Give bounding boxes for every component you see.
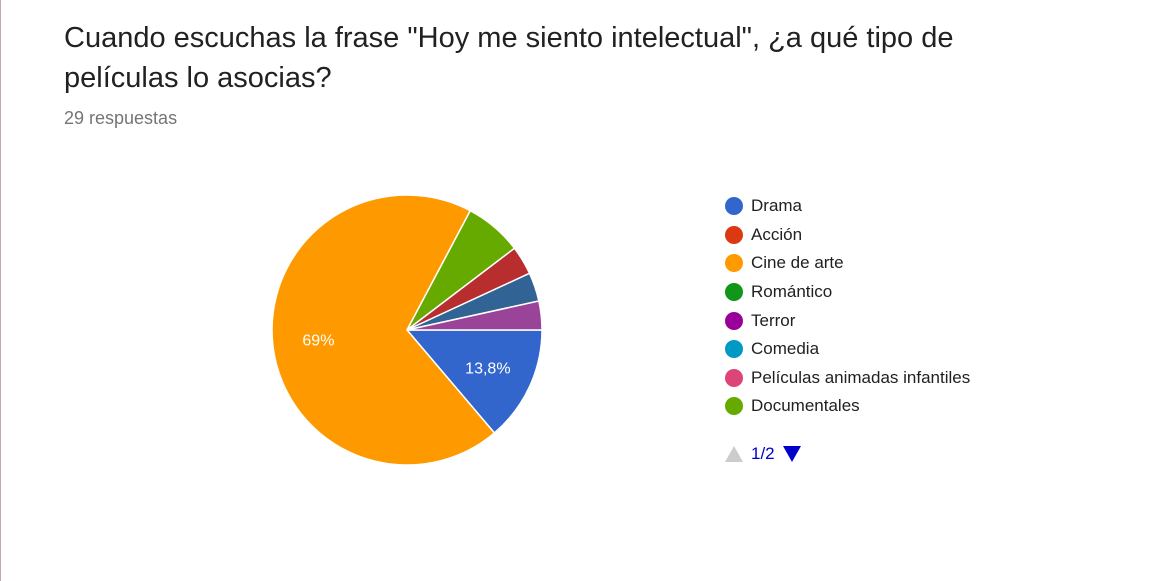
legend-label-drama: Drama (751, 196, 803, 216)
legend-swatch-comedia (725, 340, 743, 359)
previous-page-arrow-icon (725, 446, 743, 462)
next-page-arrow-icon[interactable] (782, 446, 801, 462)
pie-data-label: 13,8% (465, 360, 510, 377)
legend-swatch-documentales (725, 397, 743, 416)
legend-swatch-peliculas-animadas (725, 368, 743, 387)
legend-item-cine-de-arte[interactable]: Cine de arte (725, 249, 970, 278)
pie-data-label: 69% (302, 333, 334, 350)
legend: Drama Acción Cine de arte Romántico Terr… (725, 192, 970, 421)
legend-swatch-accion (725, 225, 743, 244)
response-count: 29 respuestas (64, 108, 178, 128)
pie-labels: 13,8% 69% (302, 333, 510, 378)
legend-label-terror: Terror (751, 310, 796, 330)
legend-item-comedia[interactable]: Comedia (725, 335, 970, 364)
legend-item-peliculas-animadas[interactable]: Películas animadas infantiles (725, 364, 970, 393)
legend-item-documentales[interactable]: Documentales (725, 392, 970, 421)
legend-item-terror[interactable]: Terror (725, 306, 970, 335)
legend-label-cine-de-arte: Cine de arte (751, 253, 844, 273)
legend-swatch-romantico (725, 283, 743, 302)
legend-item-romantico[interactable]: Romántico (725, 278, 970, 307)
legend-swatch-terror (725, 311, 743, 330)
legend-label-peliculas-animadas: Películas animadas infantiles (751, 367, 971, 387)
pie-slice-slice-5[interactable] (406, 300, 543, 331)
legend-label-comedia: Comedia (751, 339, 820, 359)
legend-item-accion[interactable]: Acción (725, 221, 970, 250)
legend-pager: 1/2 (725, 444, 801, 464)
left-border (0, 0, 1, 581)
legend-item-drama[interactable]: Drama (725, 192, 970, 221)
legend-label-accion: Acción (751, 224, 803, 244)
legend-label-romantico: Romántico (751, 282, 833, 302)
pie-slice-cine-de-arte[interactable] (271, 194, 496, 466)
legend-swatch-drama (725, 197, 743, 216)
legend-page-indicator: 1/2 (751, 444, 775, 463)
legend-label-documentales: Documentales (751, 396, 860, 416)
question-title: Cuando escuchas la frase "Hoy me siento … (64, 22, 954, 94)
legend-swatch-cine-de-arte (725, 254, 743, 273)
pie-slices (271, 194, 543, 466)
pie-slice-drama[interactable] (405, 329, 543, 434)
